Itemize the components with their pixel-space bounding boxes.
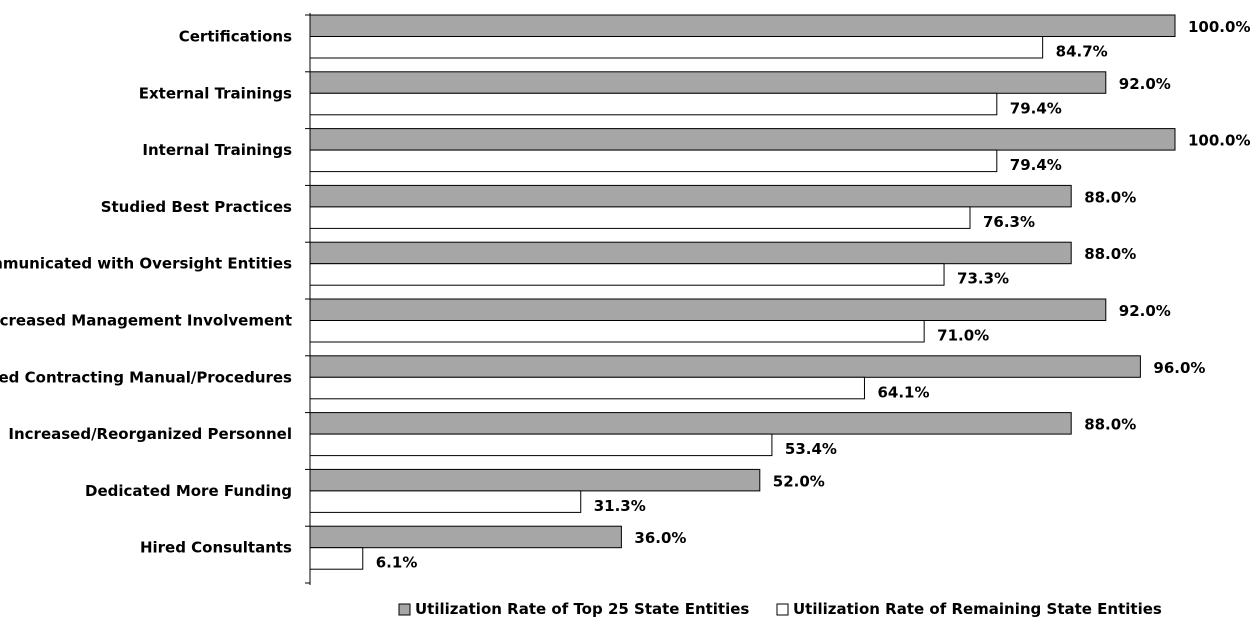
value-label-top25-2: 100.0%: [1188, 132, 1250, 150]
bar-remaining-5: [309, 320, 925, 343]
bar-top25-5: [309, 298, 1107, 321]
bar-remaining-2: [309, 149, 998, 173]
category-label-6: Revised Contracting Manual/Procedures: [0, 368, 292, 386]
category-label-2: Internal Trainings: [142, 141, 292, 159]
bar-top25-7: [309, 412, 1072, 435]
category-label-7: Increased/Reorganized Personnel: [8, 425, 292, 443]
category-label-3: Studied Best Practices: [101, 198, 292, 216]
legend-label-remaining: Utilization Rate of Remaining State Enti…: [793, 600, 1162, 618]
value-label-remaining-7: 53.4%: [785, 440, 837, 458]
value-label-remaining-4: 73.3%: [957, 270, 1009, 288]
category-label-8: Dedicated More Funding: [85, 482, 292, 500]
value-label-top25-8: 52.0%: [773, 472, 825, 490]
category-label-1: External Trainings: [139, 84, 292, 102]
bar-remaining-8: [309, 490, 582, 513]
value-label-top25-7: 88.0%: [1084, 416, 1136, 434]
bar-top25-1: [309, 71, 1107, 94]
value-label-top25-5: 92.0%: [1119, 302, 1171, 320]
value-label-remaining-0: 84.7%: [1056, 43, 1108, 61]
bar-top25-0: [309, 14, 1176, 37]
value-label-top25-0: 100.0%: [1188, 18, 1250, 36]
bar-remaining-7: [309, 433, 773, 457]
value-label-top25-1: 92.0%: [1119, 75, 1171, 93]
bar-remaining-1: [309, 92, 998, 116]
category-labels: Certifications External Trainings Internal…: [0, 28, 292, 557]
bar-top25-9: [309, 525, 622, 549]
value-label-remaining-2: 79.4%: [1010, 156, 1062, 174]
value-label-remaining-3: 76.3%: [983, 213, 1035, 231]
bar-top25-4: [309, 241, 1072, 265]
category-label-9: Hired Consultants: [140, 539, 292, 557]
category-label-0: Certifications: [179, 28, 292, 46]
category-label-5: Increased Management Involvement: [0, 312, 292, 330]
legend-label-top-25: Utilization Rate of Top 25 State Entitie…: [415, 600, 749, 618]
axis-layer: [305, 13, 311, 585]
value-label-top25-9: 36.0%: [634, 529, 686, 547]
value-label-remaining-9: 6.1%: [376, 554, 418, 572]
value-label-remaining-8: 31.3%: [594, 497, 646, 515]
bars-layer: [309, 14, 1176, 570]
value-label-remaining-5: 71.0%: [937, 327, 989, 345]
value-label-top25-6: 96.0%: [1153, 359, 1205, 377]
bar-top25-3: [309, 184, 1072, 208]
value-label-remaining-1: 79.4%: [1010, 99, 1062, 117]
bar-top25-8: [309, 468, 761, 492]
category-label-4: Communicated with Oversight Entities: [0, 255, 292, 273]
bar-remaining-0: [309, 36, 1044, 59]
bar-top25-6: [309, 355, 1141, 378]
legend-swatch-remaining: [776, 603, 789, 616]
legend: Utilization Rate of Top 25 State Entitie…: [398, 600, 1162, 618]
value-labels: 100.0% 84.7% 92.0% 79.4% 100.0% 79.4% 88.0% 76.…: [376, 18, 1251, 572]
bar-remaining-4: [309, 263, 945, 286]
bar-remaining-9: [309, 547, 364, 570]
value-label-top25-4: 88.0%: [1084, 245, 1136, 263]
bar-remaining-6: [309, 376, 865, 400]
bar-remaining-3: [309, 206, 971, 229]
legend-swatch-top-25: [398, 603, 411, 616]
value-label-remaining-6: 64.1%: [877, 383, 929, 401]
bar-top25-2: [309, 128, 1176, 151]
value-label-top25-3: 88.0%: [1084, 188, 1136, 206]
